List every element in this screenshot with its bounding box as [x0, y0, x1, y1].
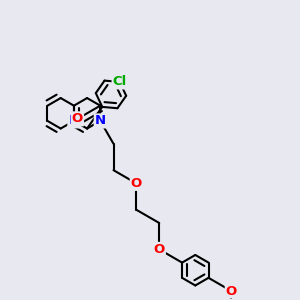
Text: Cl: Cl	[112, 75, 127, 88]
Text: N: N	[68, 114, 80, 128]
Text: O: O	[226, 284, 237, 298]
Text: O: O	[154, 243, 165, 256]
Text: N: N	[95, 114, 106, 128]
Text: O: O	[72, 112, 83, 125]
Text: O: O	[131, 177, 142, 190]
